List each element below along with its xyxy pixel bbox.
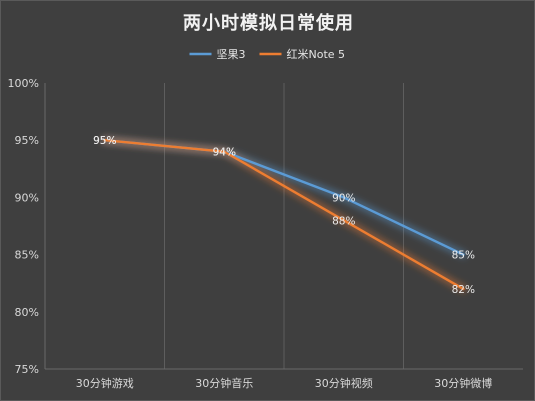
x-tick-label: 30分钟视频 <box>315 376 373 390</box>
legend-label: 红米Note 5 <box>287 48 346 61</box>
y-tick-label: 90% <box>15 191 39 204</box>
data-point <box>103 139 106 142</box>
data-label: 94% <box>213 147 236 159</box>
data-label: 85% <box>452 250 475 262</box>
chart-title: 两小时模拟日常使用 <box>183 13 354 34</box>
data-labels: 95%94%90%85%95%94%88%82% <box>93 135 475 296</box>
data-point <box>462 287 465 291</box>
data-label: 94% <box>213 147 236 159</box>
data-point <box>342 219 345 222</box>
data-point <box>342 196 345 199</box>
grid-lines <box>164 83 404 369</box>
data-point <box>462 253 465 256</box>
data-label: 90% <box>332 192 355 204</box>
y-tick-label: 95% <box>15 134 39 147</box>
legend-label: 坚果3 <box>217 48 246 61</box>
x-tick-label: 30分钟音乐 <box>195 376 253 390</box>
x-tick-label: 30分钟游戏 <box>76 376 134 390</box>
y-tick-label: 100% <box>8 77 39 90</box>
legend: 坚果3 红米Note 5 <box>189 48 346 61</box>
data-label: 88% <box>332 215 355 227</box>
series-line <box>103 138 465 291</box>
data-point <box>223 150 226 153</box>
y-tick-label: 75% <box>15 363 39 376</box>
data-label: 95% <box>93 135 116 147</box>
data-label: 95% <box>93 135 116 147</box>
y-tick-label: 85% <box>15 249 39 262</box>
data-label: 82% <box>452 284 475 296</box>
series-lines <box>101 136 467 293</box>
axes: 75% 80% 85% 90% 95% 100% 30分钟游戏 30分钟音乐 30分钟视频 30分… <box>8 77 523 390</box>
x-tick-label: 30分钟微博 <box>434 376 492 390</box>
y-tick-label: 80% <box>15 306 39 319</box>
